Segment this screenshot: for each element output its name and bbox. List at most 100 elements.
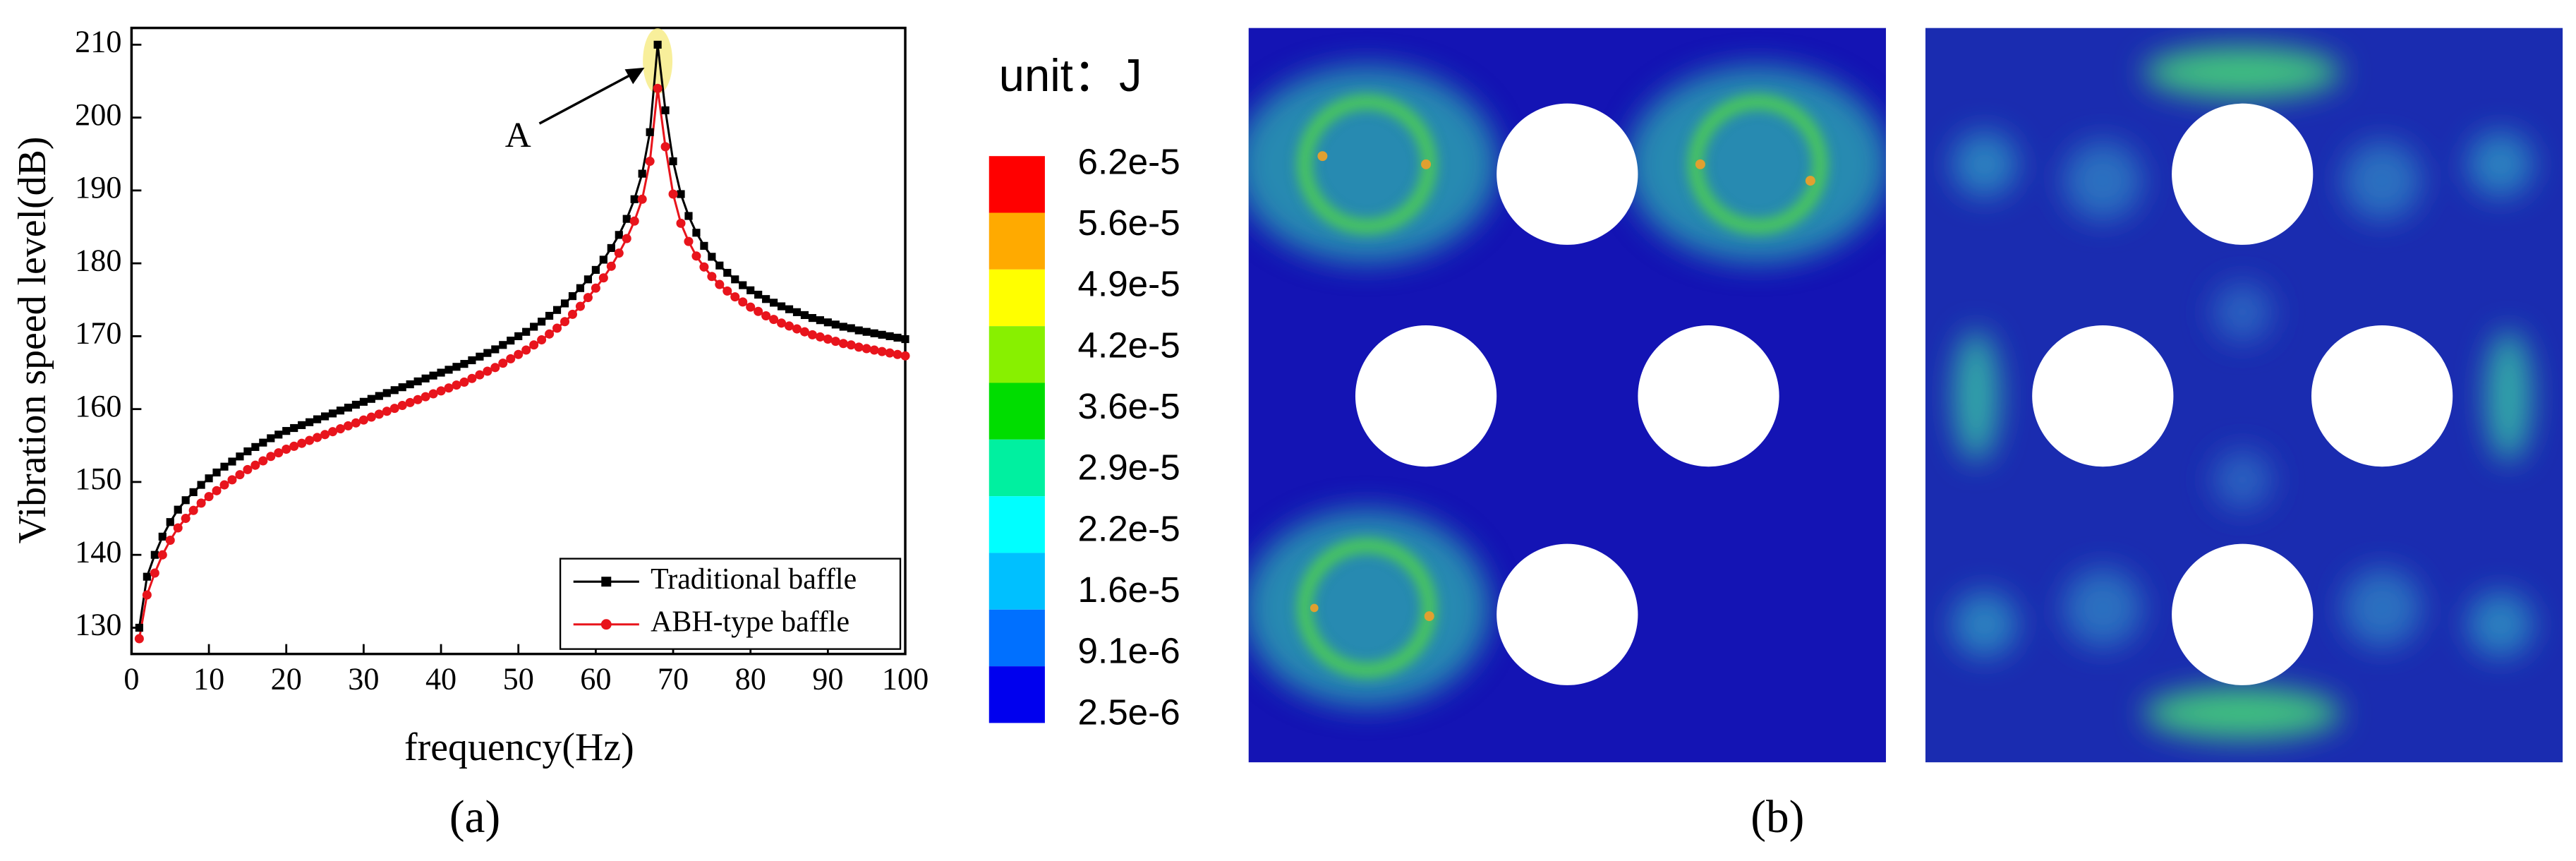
marker	[653, 40, 662, 49]
y-tick-label: 140	[75, 534, 121, 569]
marker	[538, 318, 546, 326]
marker	[343, 421, 353, 430]
marker	[552, 306, 562, 314]
marker	[196, 498, 206, 508]
marker	[157, 550, 167, 560]
marker	[282, 427, 291, 435]
marker	[507, 337, 515, 345]
marker	[367, 395, 375, 403]
marker	[436, 386, 446, 396]
marker	[861, 344, 871, 354]
marker	[204, 492, 214, 502]
marker	[599, 255, 607, 264]
marker	[282, 444, 291, 454]
marker	[389, 404, 399, 414]
energy-map-left	[1248, 28, 1886, 763]
colorbar-swatch	[988, 553, 1045, 610]
marker	[808, 313, 817, 323]
marker	[143, 572, 151, 581]
marker	[135, 623, 143, 632]
colorbar-swatch	[988, 156, 1045, 213]
marker	[475, 370, 485, 380]
marker	[227, 475, 237, 485]
colorbar-label: 3.6e-5	[1077, 386, 1180, 426]
marker	[390, 386, 399, 395]
marker	[646, 128, 654, 136]
legend-marker	[601, 577, 612, 587]
marker	[313, 433, 322, 442]
marker	[700, 241, 708, 250]
marker	[351, 400, 361, 409]
marker	[336, 407, 345, 415]
panel-label: (b)	[1750, 792, 1804, 843]
marker	[150, 550, 159, 559]
series-line	[138, 88, 906, 639]
marker	[437, 368, 445, 377]
colorbar-swatch	[988, 212, 1045, 270]
marker	[134, 634, 144, 644]
marker	[854, 326, 863, 335]
marker	[792, 308, 802, 316]
colorbar-swatch	[988, 269, 1045, 327]
x-tick-label: 50	[503, 661, 534, 696]
marker	[537, 335, 547, 345]
marker	[614, 248, 624, 258]
marker	[901, 335, 909, 344]
x-tick-label: 0	[123, 661, 139, 696]
colorbar-label: 4.2e-5	[1077, 325, 1180, 365]
marker	[490, 363, 500, 373]
marker	[839, 323, 847, 331]
marker	[653, 83, 663, 93]
colorbar-title: unit：J	[999, 49, 1142, 101]
marker	[382, 389, 391, 397]
x-axis-label: frequency(Hz)	[404, 725, 634, 769]
marker	[243, 447, 252, 456]
marker	[344, 404, 353, 412]
marker	[862, 327, 871, 336]
marker	[738, 297, 748, 307]
marker	[823, 318, 832, 327]
marker	[328, 409, 337, 418]
marker	[452, 380, 461, 390]
marker	[320, 430, 330, 440]
y-axis-label: Vibration speed level(dB)	[11, 137, 54, 544]
marker	[165, 536, 175, 546]
marker	[506, 354, 516, 363]
marker	[468, 356, 476, 365]
marker	[692, 229, 701, 237]
marker	[236, 452, 244, 461]
marker	[870, 329, 878, 337]
marker	[250, 460, 260, 470]
marker	[816, 316, 824, 325]
annotation-text: A	[505, 115, 531, 155]
marker	[289, 441, 299, 451]
marker	[189, 488, 198, 496]
marker	[197, 481, 205, 489]
marker	[684, 212, 693, 220]
marker	[220, 462, 229, 471]
marker	[366, 412, 376, 422]
marker	[699, 262, 709, 272]
colorbar-swatch	[988, 439, 1045, 497]
marker	[429, 371, 437, 380]
marker	[335, 424, 346, 434]
marker	[838, 339, 848, 349]
marker	[274, 430, 283, 439]
marker	[258, 456, 268, 466]
marker	[754, 290, 763, 299]
colorbar-label: 2.5e-6	[1077, 692, 1180, 732]
x-tick-label: 10	[193, 661, 224, 696]
marker	[459, 377, 469, 387]
marker	[715, 279, 725, 289]
marker	[730, 292, 740, 302]
marker	[498, 359, 508, 368]
marker	[831, 320, 840, 329]
marker	[777, 302, 786, 311]
y-tick-label: 150	[75, 462, 121, 496]
marker	[521, 345, 531, 355]
marker	[746, 302, 756, 312]
x-tick-label: 80	[735, 661, 766, 696]
marker	[405, 397, 415, 407]
marker	[792, 324, 802, 334]
